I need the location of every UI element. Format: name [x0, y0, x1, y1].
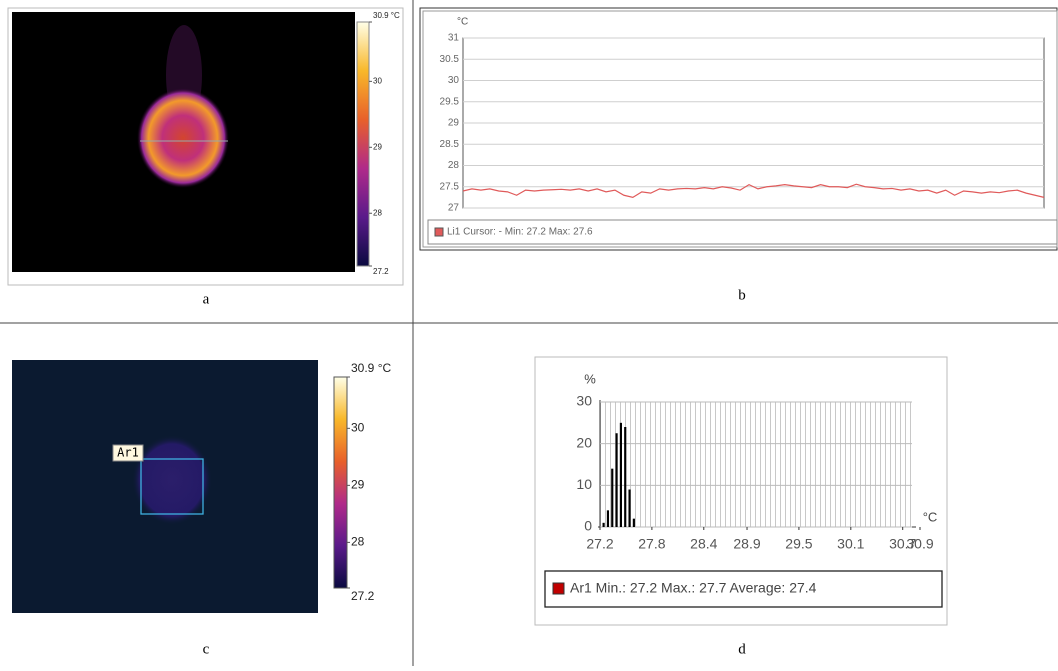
panel-label: b [738, 287, 746, 303]
histogram-bar [602, 522, 605, 527]
colorbar-label: 28 [351, 535, 365, 549]
hot-spot [132, 435, 212, 525]
x-tick-label: 28.4 [690, 536, 717, 552]
colorbar-label: 30 [373, 76, 382, 85]
colorbar-label: 28 [373, 208, 382, 217]
legend-swatch [552, 582, 565, 595]
y-tick-label: 20 [576, 434, 592, 450]
region-tag [112, 444, 144, 462]
colorbar-label: 27.2 [351, 589, 375, 603]
histogram-bar [628, 489, 631, 527]
colorbar [333, 376, 348, 589]
x-axis-label: °C [923, 509, 938, 524]
y-tick-label: 10 [576, 476, 592, 492]
colorbar-label: 27.2 [373, 267, 389, 276]
x-tick-label: 27.2 [586, 536, 613, 552]
y-axis-label: °C [457, 17, 468, 28]
x-tick-label: 29.5 [785, 536, 812, 552]
legend [544, 570, 943, 608]
y-tick-label: 28 [448, 160, 460, 171]
legend [427, 219, 1058, 245]
y-tick-label: 29.5 [440, 96, 460, 107]
panel-c: Ar1 c 27.2 28 29 30 30.9 °C [12, 360, 391, 657]
x-tick-label: 27.8 [638, 536, 665, 552]
legend-label: Li1 Cursor: - Min: 27.2 Max: 27.6 [447, 227, 593, 238]
panel-a: a 27.2 28 29 30 30.9 °C [7, 7, 404, 307]
panel-label: a [203, 291, 210, 307]
x-tick-label: 30.9 [906, 536, 933, 552]
histogram-bar [611, 468, 614, 527]
colorbar [356, 21, 370, 267]
y-tick-label: 29 [448, 118, 460, 129]
panel-label: c [203, 641, 210, 657]
legend-label: Ar1 Min.: 27.2 Max.: 27.7 Average: 27.4 [570, 580, 817, 596]
x-tick-label: 30.1 [837, 536, 864, 552]
data-line [462, 183, 1045, 199]
y-tick-label: 0 [584, 518, 592, 534]
y-tick-label: 30 [576, 393, 592, 409]
histogram-bar [615, 433, 618, 527]
y-axis-label: % [584, 371, 596, 386]
colorbar-label: 30 [351, 420, 365, 434]
colorbar-label: 29 [373, 142, 382, 151]
y-tick-label: 31 [448, 33, 460, 44]
region-label: Ar1 [117, 446, 139, 460]
colorbar-label: 29 [351, 478, 365, 492]
panel-b: °C b 27 27.5 28 28.5 29 29.5 30 30.5 31 Li1 Curso… [419, 7, 1058, 303]
frame [422, 10, 1058, 248]
y-tick-label: 27 [448, 203, 460, 214]
legend-swatch [434, 227, 444, 237]
colorbar-label: 30.9 °C [351, 361, 391, 375]
y-tick-label: 28.5 [440, 139, 460, 150]
panel-d: % °C d 0 10 20 30 27.2 27.8 28.4 28.9 29.5 30.1 30… [534, 356, 948, 657]
histogram-bar [606, 510, 610, 527]
panel-label: d [738, 641, 746, 657]
histogram-bar [624, 427, 627, 527]
histogram-bar [619, 422, 622, 527]
region-box [140, 458, 204, 515]
y-tick-label: 30.5 [440, 54, 460, 65]
hot-spot [137, 88, 229, 188]
plot-area [600, 402, 912, 527]
colorbar-label: 30.9 °C [373, 11, 400, 20]
histogram-bar [632, 518, 635, 527]
y-tick-label: 27.5 [440, 181, 460, 192]
x-tick-label: 30.7 [889, 536, 916, 552]
y-tick-label: 30 [448, 75, 460, 86]
x-tick-label: 28.9 [733, 536, 760, 552]
